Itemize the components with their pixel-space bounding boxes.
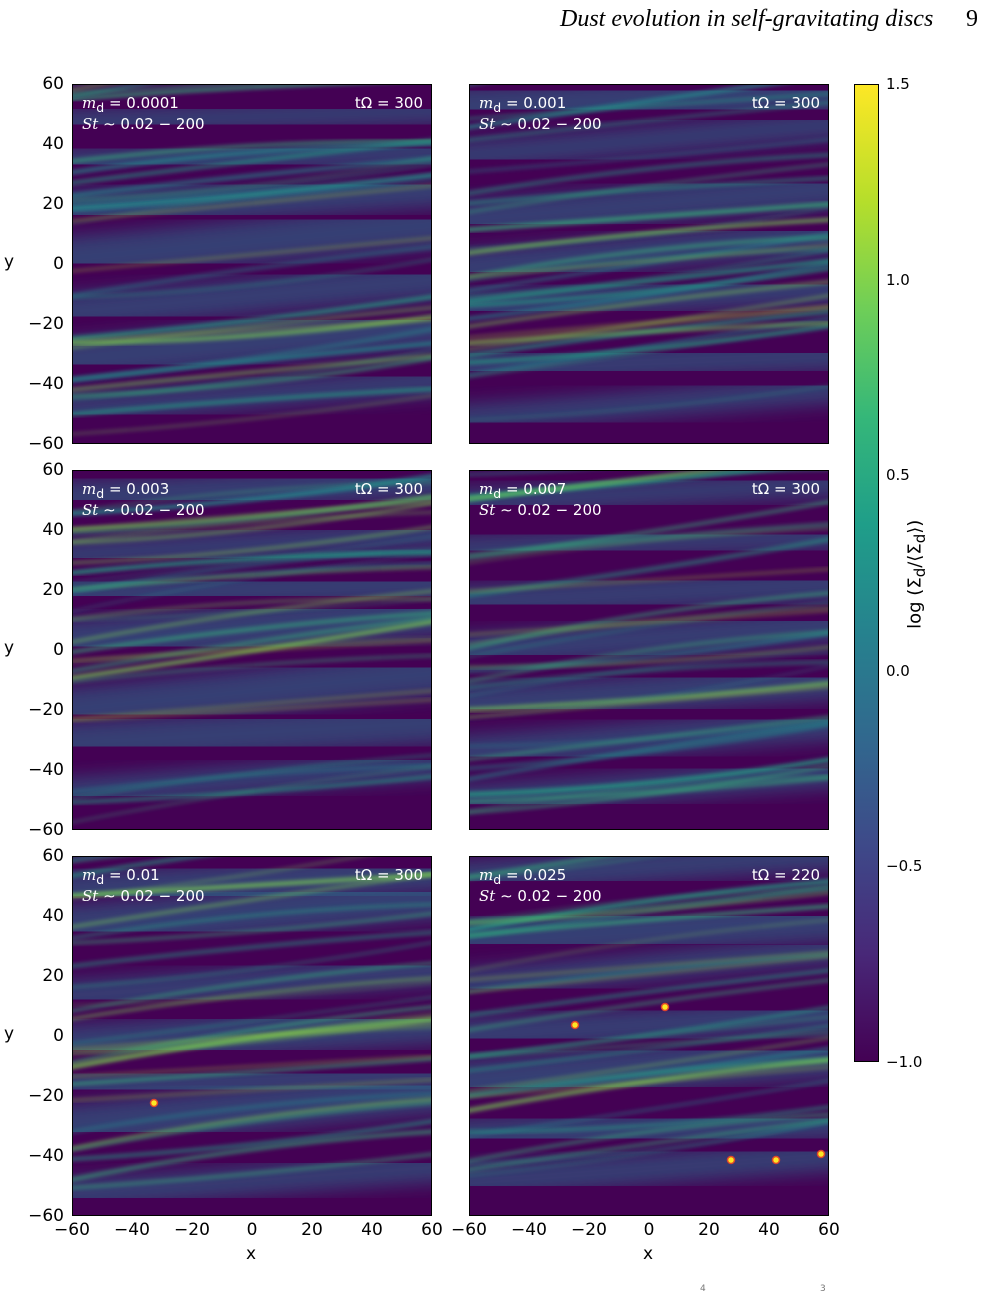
y-axis-title-row2: y — [4, 638, 15, 658]
x-tick-label: 60 — [421, 1220, 443, 1240]
colorbar-tick-label: 0.5 — [886, 466, 910, 485]
colorbar-tick-label: 1.5 — [886, 75, 910, 93]
dust-mass-label: md = 0.003 — [82, 480, 170, 501]
density-field — [73, 857, 431, 1215]
density-field — [470, 471, 828, 829]
x-tick-label: −40 — [114, 1220, 150, 1240]
y-tick-label: −40 — [28, 760, 64, 780]
stokes-label: St ∼ 0.02 − 200 — [82, 887, 205, 905]
time-label: tΩ = 300 — [354, 866, 423, 884]
y-tick-label: 60 — [42, 846, 64, 866]
stokes-label: St ∼ 0.02 − 200 — [82, 115, 205, 133]
y-tick-label: 0 — [53, 640, 64, 660]
x-tick-label: −60 — [54, 1220, 90, 1240]
dust-mass-label: md = 0.0001 — [82, 94, 179, 115]
stokes-label: St ∼ 0.02 − 200 — [479, 501, 602, 519]
y-tick-label: −20 — [28, 1086, 64, 1106]
x-tick-label: 40 — [361, 1220, 383, 1240]
density-field — [470, 85, 828, 443]
x-tick-label: 60 — [818, 1220, 840, 1240]
dust-mass-label: md = 0.025 — [479, 866, 567, 887]
time-label: tΩ = 220 — [751, 866, 820, 884]
stokes-label: St ∼ 0.02 − 200 — [82, 501, 205, 519]
stokes-label: St ∼ 0.02 − 200 — [479, 887, 602, 905]
panel-3: md = 0.003 St ∼ 0.02 − 200 tΩ = 300 — [72, 470, 432, 830]
colorbar-tick-label: −0.5 — [886, 857, 923, 876]
dust-mass-label: md = 0.007 — [479, 480, 567, 501]
y-tick-label: −20 — [28, 314, 64, 334]
stokes-label: St ∼ 0.02 − 200 — [479, 115, 602, 133]
x-tick-label: 20 — [301, 1220, 323, 1240]
x-tick-label: 20 — [698, 1220, 720, 1240]
y-tick-label: 20 — [42, 580, 64, 600]
density-field — [470, 857, 828, 1215]
y-tick-label: 60 — [42, 460, 64, 480]
time-label: tΩ = 300 — [751, 94, 820, 112]
y-tick-label: 0 — [53, 1026, 64, 1046]
panel-4: md = 0.007 St ∼ 0.02 − 200 tΩ = 300 — [469, 470, 829, 830]
running-title: Dust evolution in self-gravitating discs — [560, 6, 934, 32]
panel-1: md = 0.0001 St ∼ 0.02 − 200 tΩ = 300 — [72, 84, 432, 444]
x-axis-title-right: x — [643, 1244, 654, 1264]
colorbar-tick-label: 1.0 — [886, 270, 910, 289]
time-label: tΩ = 300 — [354, 480, 423, 498]
y-tick-label: 40 — [42, 906, 64, 926]
density-field — [73, 85, 431, 443]
time-label: tΩ = 300 — [751, 480, 820, 498]
colorbar-tick-label: 0.0 — [886, 661, 910, 680]
panel-2: md = 0.001 St ∼ 0.02 − 200 tΩ = 300 — [469, 84, 829, 444]
y-tick-label: −40 — [28, 374, 64, 394]
dust-mass-label: md = 0.001 — [479, 94, 567, 115]
y-tick-label: 20 — [42, 194, 64, 214]
y-tick-label: −60 — [28, 1206, 64, 1226]
y-tick-label: 40 — [42, 134, 64, 154]
dust-mass-label: md = 0.01 — [82, 866, 160, 887]
density-field — [73, 471, 431, 829]
x-tick-label: −40 — [511, 1220, 547, 1240]
y-tick-label: 40 — [42, 520, 64, 540]
x-axis-title-left: x — [246, 1244, 257, 1264]
x-tick-label: 0 — [246, 1220, 258, 1240]
colorbar-label: log (Σd/⟨Σd⟩) — [904, 519, 929, 629]
panel-5: md = 0.01 St ∼ 0.02 − 200 tΩ = 300 — [72, 856, 432, 1216]
x-tick-label: 40 — [758, 1220, 780, 1240]
x-tick-label: 0 — [643, 1220, 655, 1240]
y-tick-label: −40 — [28, 1146, 64, 1166]
y-tick-label: −20 — [28, 700, 64, 720]
y-axis-title-row3: y — [4, 1024, 15, 1044]
colorbar-tick-label: −1.0 — [886, 1053, 923, 1071]
x-tick-label: −60 — [451, 1220, 487, 1240]
y-axis-title-row1: y — [4, 252, 15, 272]
caption-fragment-sup3: 3 — [820, 1284, 826, 1294]
time-label: tΩ = 300 — [354, 94, 423, 112]
y-tick-label: 60 — [42, 74, 64, 94]
x-tick-label: −20 — [174, 1220, 210, 1240]
y-tick-label: −60 — [28, 820, 64, 840]
x-tick-label: −20 — [571, 1220, 607, 1240]
caption-fragment-sup4: 4 — [700, 1284, 706, 1294]
panel-6: md = 0.025 St ∼ 0.02 − 200 tΩ = 220 — [469, 856, 829, 1216]
y-tick-label: 20 — [42, 966, 64, 986]
y-tick-label: −60 — [28, 434, 64, 454]
page-number: 9 — [966, 6, 978, 32]
colorbar — [854, 84, 879, 1062]
y-tick-label: 0 — [53, 254, 64, 274]
